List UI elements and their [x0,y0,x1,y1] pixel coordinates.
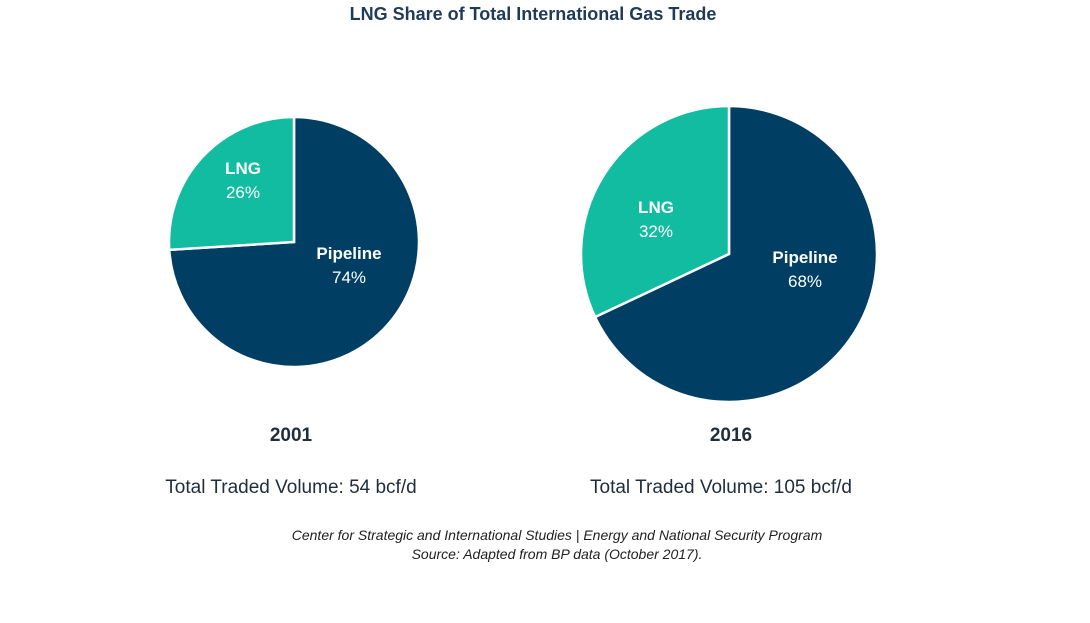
pie-2016-pipeline-slice [593,104,879,404]
volume-2001-label: Total Traded Volume: 54 bcf/d [165,477,417,498]
slice-name: Pipeline [316,244,382,263]
pie-2016-lng-slice [579,104,731,319]
source-line-1: Center for Strategic and International S… [291,527,823,543]
slice-name: Pipeline [772,248,838,267]
slice-name: LNG [225,159,261,178]
slice-percent: 26% [225,183,261,202]
source-line-2: Source: Adapted from BP data (October 20… [411,546,703,562]
chart-title: LNG Share of Total International Gas Tra… [349,4,717,24]
slice-percent: 32% [638,222,674,241]
year-2016-label: 2016 [709,425,753,446]
pie-2001-pipeline-label: Pipeline 74% [316,242,381,290]
pie-2016-lng-label: LNG 32% [638,196,674,244]
pie-2001-lng-slice [167,115,296,252]
pie-2016-pipeline-label: Pipeline 68% [772,246,837,294]
slice-percent: 68% [787,272,823,291]
slice-name: LNG [638,198,674,217]
slice-percent: 74% [331,268,367,287]
volume-2016-label: Total Traded Volume: 105 bcf/d [590,477,852,498]
pie-2001-lng-label: LNG 26% [225,157,261,205]
year-2001-label: 2001 [269,425,313,446]
